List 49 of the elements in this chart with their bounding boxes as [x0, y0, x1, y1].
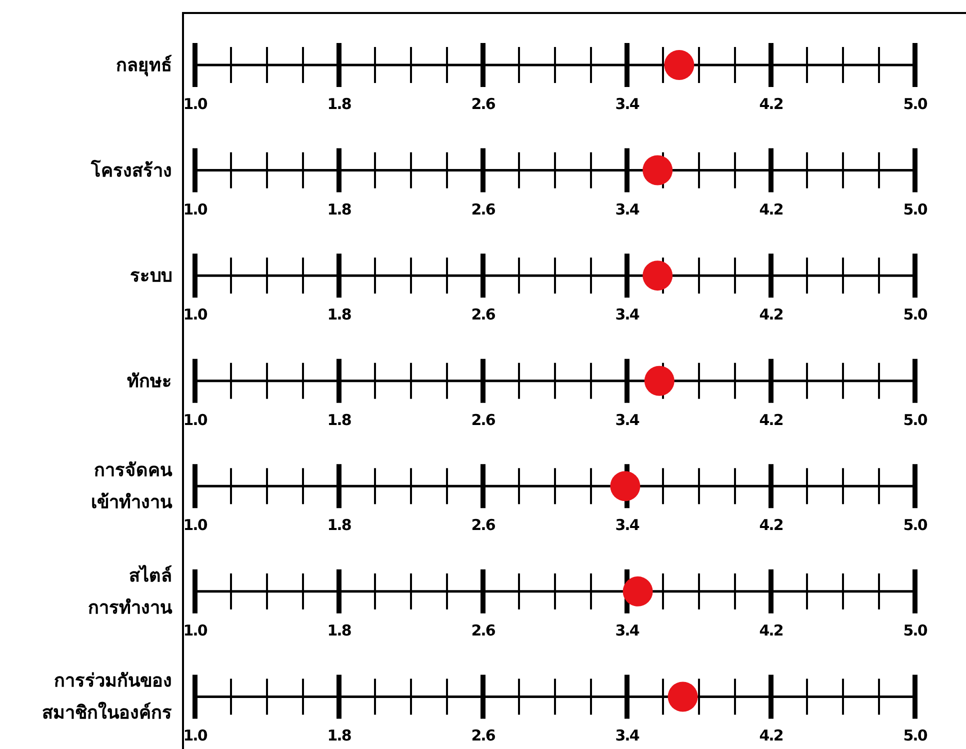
x-tick-label: 1.8 [327, 95, 352, 113]
x-tick-label: 1.0 [183, 200, 208, 218]
x-tick-label: 1.8 [327, 200, 352, 218]
x-tick-label: 1.8 [327, 621, 352, 640]
x-tick-label: 2.6 [471, 410, 496, 429]
x-tick-label: 4.2 [759, 516, 784, 534]
y-tick-label: โครงสร้าง [90, 159, 172, 182]
x-tick-label: 4.2 [759, 95, 784, 113]
x-tick-label: 1.0 [183, 410, 208, 429]
x-tick-label: 3.4 [615, 516, 640, 534]
x-tick-label: 1.0 [183, 621, 208, 640]
x-tick-label: 3.4 [615, 726, 640, 745]
x-tick-label: 1.0 [183, 306, 208, 324]
x-tick-label: 4.2 [759, 200, 784, 218]
x-tick-label: 5.0 [903, 621, 928, 640]
x-tick-label: 1.8 [327, 410, 352, 429]
x-tick-label: 2.6 [471, 95, 496, 113]
x-tick-label: 1.8 [327, 726, 352, 745]
x-tick-label: 1.8 [327, 306, 352, 324]
x-tick-label: 4.2 [759, 726, 784, 745]
y-tick-label: ระบบ [130, 266, 172, 287]
x-tick-label: 2.6 [471, 621, 496, 640]
y-tick-label: การจัดคน เข้าทำงาน [91, 460, 173, 514]
x-tick-label: 5.0 [903, 306, 928, 324]
x-tick-label: 3.4 [615, 306, 640, 324]
y-tick-label: ทักษะ [127, 370, 172, 392]
x-tick-label: 1.0 [183, 726, 208, 745]
x-tick-label: 1.0 [183, 95, 208, 113]
x-tick-label: 3.4 [615, 621, 640, 640]
x-tick-label: 1.8 [327, 516, 352, 534]
x-tick-label: 5.0 [903, 200, 928, 218]
x-tick-label: 1.0 [183, 516, 208, 534]
x-tick-label: 4.2 [759, 306, 784, 324]
x-tick-label: 2.6 [471, 200, 496, 218]
x-tick-label: 3.4 [615, 410, 640, 429]
x-tick-label: 5.0 [903, 410, 928, 429]
x-tick-label: 3.4 [615, 200, 640, 218]
x-tick-label: 3.4 [615, 95, 640, 113]
x-tick-label: 5.0 [903, 726, 928, 745]
y-tick-label: การร่วมกันของ สมาชิกในองค์กร [42, 670, 172, 724]
x-tick-label: 2.6 [471, 726, 496, 745]
y-tick-label: กลยุทธ์ [116, 54, 172, 77]
x-tick-label: 5.0 [903, 95, 928, 113]
x-tick-label: 2.6 [471, 306, 496, 324]
y-tick-label: สไตล์ การทำงาน [88, 564, 173, 618]
x-tick-label: 2.6 [471, 516, 496, 534]
x-tick-label: 5.0 [903, 516, 928, 534]
x-tick-label: 4.2 [759, 410, 784, 429]
x-tick-label: 4.2 [759, 621, 784, 640]
